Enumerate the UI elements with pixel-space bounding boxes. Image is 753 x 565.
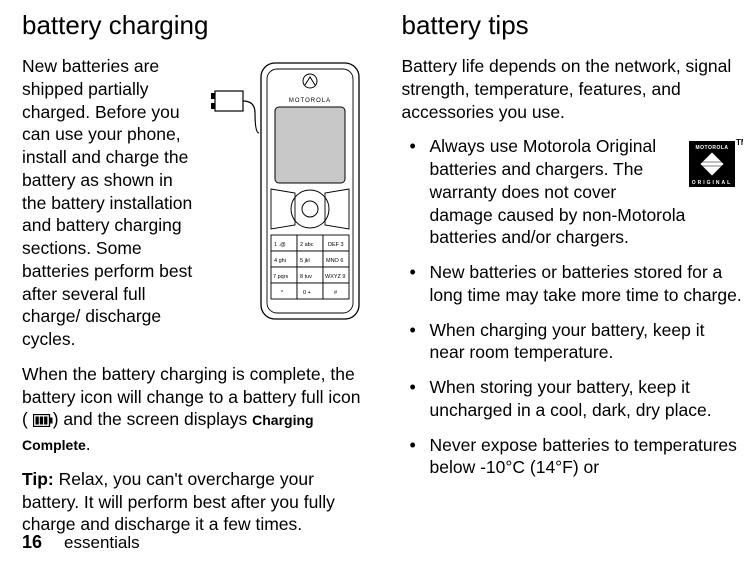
tip-body: Relax, you can't overcharge your battery… [22,469,335,535]
list-item: MOTOROLA ORIGINAL TM Always use Motorola… [430,135,744,249]
svg-text:7 pqrs: 7 pqrs [273,274,289,280]
svg-text:5 jkl: 5 jkl [300,258,310,264]
left-p2: When the battery charging is complete, t… [22,363,364,456]
motorola-original-badge: MOTOROLA ORIGINAL TM [689,137,743,193]
list-item-text: When charging your battery, keep it near… [430,320,705,363]
battery-full-icon [33,410,53,433]
page-footer: 16 essentials [22,532,140,553]
list-item: New batteries or batteries stored for a … [430,261,744,307]
svg-text:MNO 6: MNO 6 [326,258,343,264]
badge-tm: TM [736,138,743,147]
list-item-text: When storing your battery, keep it uncha… [430,377,712,420]
left-heading: battery charging [22,10,364,41]
svg-text:8 tuv: 8 tuv [300,274,312,280]
list-item: When charging your battery, keep it near… [430,319,744,365]
footer-section: essentials [64,533,140,552]
right-heading: battery tips [402,10,744,41]
svg-text:DEF 3: DEF 3 [328,242,344,248]
badge-bottom: ORIGINAL [692,180,732,186]
p2d: . [86,434,91,454]
right-column: battery tips Battery life depends on the… [402,10,744,548]
svg-text:0 +: 0 + [303,290,311,296]
svg-text:1 .@: 1 .@ [274,242,286,248]
p2b: ) and the screen displays [53,409,252,429]
svg-text:4 ghi: 4 ghi [274,258,286,264]
list-item-text: Never expose batteries to temperatures b… [430,435,737,478]
left-tip: Tip: Relax, you can't overcharge your ba… [22,468,364,536]
svg-text:MOTOROLA: MOTOROLA [288,98,330,104]
list-item-text: Always use Motorola Original batteries a… [430,136,686,247]
svg-text:2 abc: 2 abc [300,242,314,248]
phone-illustration: MOTOROLA 1 .@2 abcDEF 3 4 ghi5 jklMNO [209,59,364,329]
list-item: Never expose batteries to temperatures b… [430,434,744,480]
left-column: battery charging MOTOROLA [22,10,364,548]
page-number: 16 [22,532,42,552]
tips-list: MOTOROLA ORIGINAL TM Always use Motorola… [402,135,744,479]
list-item-text: New batteries or batteries stored for a … [430,262,742,305]
list-item: When storing your battery, keep it uncha… [430,376,744,422]
right-intro: Battery life depends on the network, sig… [402,55,744,123]
tip-label: Tip: [22,469,54,489]
badge-top: MOTOROLA [695,145,728,151]
svg-text:WXYZ 9: WXYZ 9 [325,274,345,280]
